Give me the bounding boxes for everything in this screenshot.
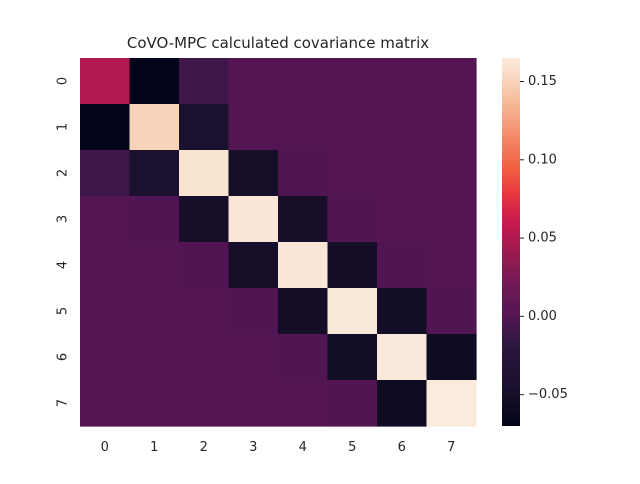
x-tick-label: 1 <box>150 440 158 455</box>
heatmap-cell-1-4 <box>278 104 329 151</box>
heatmap-cell-5-0 <box>80 288 131 335</box>
heatmap-cell-0-3 <box>228 58 279 105</box>
heatmap-cell-6-4 <box>278 334 329 381</box>
heatmap-cell-4-6 <box>377 242 428 289</box>
heatmap-cell-7-3 <box>228 380 279 427</box>
heatmap-cell-5-5 <box>327 288 378 335</box>
heatmap-cell-4-7 <box>426 242 477 289</box>
heatmap-cell-2-6 <box>377 150 428 197</box>
heatmap-cell-7-0 <box>80 380 131 427</box>
heatmap-cell-7-6 <box>377 380 428 427</box>
heatmap-cell-7-2 <box>179 380 230 427</box>
heatmap-cell-3-7 <box>426 196 477 243</box>
heatmap-cell-1-2 <box>179 104 230 151</box>
x-tick-label: 6 <box>398 440 406 455</box>
heatmap-cell-0-7 <box>426 58 477 105</box>
colorbar <box>502 58 520 426</box>
heatmap-cell-1-6 <box>377 104 428 151</box>
x-tick-label: 2 <box>200 440 208 455</box>
heatmap-cell-2-5 <box>327 150 378 197</box>
heatmap-cell-4-1 <box>129 242 180 289</box>
heatmap-cell-5-2 <box>179 288 230 335</box>
heatmap-cell-3-2 <box>179 196 230 243</box>
colorbar-tick-label: 0.00 <box>528 309 557 324</box>
y-tick-label: 4 <box>56 261 71 269</box>
heatmap-cell-6-3 <box>228 334 279 381</box>
heatmap-cell-3-0 <box>80 196 131 243</box>
heatmap-cell-2-2 <box>179 150 230 197</box>
heatmap-cell-0-0 <box>80 58 131 105</box>
heatmap-cell-1-7 <box>426 104 477 151</box>
x-tick-label: 4 <box>299 440 307 455</box>
colorbar-axis: −0.05 0.00 0.05 0.10 0.15 <box>520 74 568 402</box>
heatmap-cell-0-5 <box>327 58 378 105</box>
heatmap-cell-1-5 <box>327 104 378 151</box>
heatmap-cell-2-1 <box>129 150 180 197</box>
heatmap-cell-4-2 <box>179 242 230 289</box>
colorbar-tick-label: 0.15 <box>528 74 557 89</box>
y-tick-label: 3 <box>56 215 71 223</box>
heatmap-cell-5-6 <box>377 288 428 335</box>
heatmap-cell-1-0 <box>80 104 131 151</box>
y-tick-label: 7 <box>56 399 71 407</box>
heatmap-cell-5-7 <box>426 288 477 335</box>
heatmap-cell-4-3 <box>228 242 279 289</box>
heatmap-cell-6-6 <box>377 334 428 381</box>
heatmap-cell-1-3 <box>228 104 279 151</box>
heatmap-cell-6-1 <box>129 334 180 381</box>
heatmap-cell-3-6 <box>377 196 428 243</box>
heatmap-cell-0-2 <box>179 58 230 105</box>
heatmap-cell-6-0 <box>80 334 131 381</box>
x-tick-label: 3 <box>249 440 257 455</box>
heatmap-cell-6-2 <box>179 334 230 381</box>
colorbar-tick-label: 0.05 <box>528 231 557 246</box>
heatmap-cell-5-3 <box>228 288 279 335</box>
heatmap-cell-4-4 <box>278 242 329 289</box>
x-axis: 0 1 2 3 4 5 6 7 <box>101 440 456 455</box>
heatmap-cell-7-5 <box>327 380 378 427</box>
y-tick-label: 5 <box>56 307 71 315</box>
chart-title: CoVO-MPC calculated covariance matrix <box>126 34 430 52</box>
colorbar-tick-label: 0.10 <box>528 152 557 167</box>
heatmap-cell-3-4 <box>278 196 329 243</box>
heatmap-cell-1-1 <box>129 104 180 151</box>
x-tick-label: 7 <box>447 440 455 455</box>
heatmap-cell-0-4 <box>278 58 329 105</box>
heatmap-cell-7-1 <box>129 380 180 427</box>
heatmap-cell-2-4 <box>278 150 329 197</box>
heatmap-cell-0-6 <box>377 58 428 105</box>
heatmap-cell-7-7 <box>426 380 477 427</box>
heatmap-cell-2-3 <box>228 150 279 197</box>
heatmap-cell-6-5 <box>327 334 378 381</box>
heatmap-cell-2-0 <box>80 150 131 197</box>
y-tick-label: 2 <box>56 169 71 177</box>
heatmap-cell-3-5 <box>327 196 378 243</box>
heatmap-cell-7-4 <box>278 380 329 427</box>
y-tick-label: 1 <box>56 123 71 131</box>
heatmap-cell-6-7 <box>426 334 477 381</box>
y-tick-label: 0 <box>56 77 71 85</box>
y-axis: 0 1 2 3 4 5 6 7 <box>56 77 71 407</box>
heatmap-cell-0-1 <box>129 58 180 105</box>
heatmap-cell-4-5 <box>327 242 378 289</box>
heatmap-cell-3-3 <box>228 196 279 243</box>
heatmap-cells <box>80 58 477 427</box>
y-tick-label: 6 <box>56 353 71 361</box>
heatmap-cell-4-0 <box>80 242 131 289</box>
heatmap-cell-5-4 <box>278 288 329 335</box>
heatmap-cell-5-1 <box>129 288 180 335</box>
heatmap-cell-2-7 <box>426 150 477 197</box>
colorbar-tick-label: −0.05 <box>528 387 568 402</box>
heatmap-cell-3-1 <box>129 196 180 243</box>
x-tick-label: 5 <box>348 440 356 455</box>
x-tick-label: 0 <box>101 440 109 455</box>
